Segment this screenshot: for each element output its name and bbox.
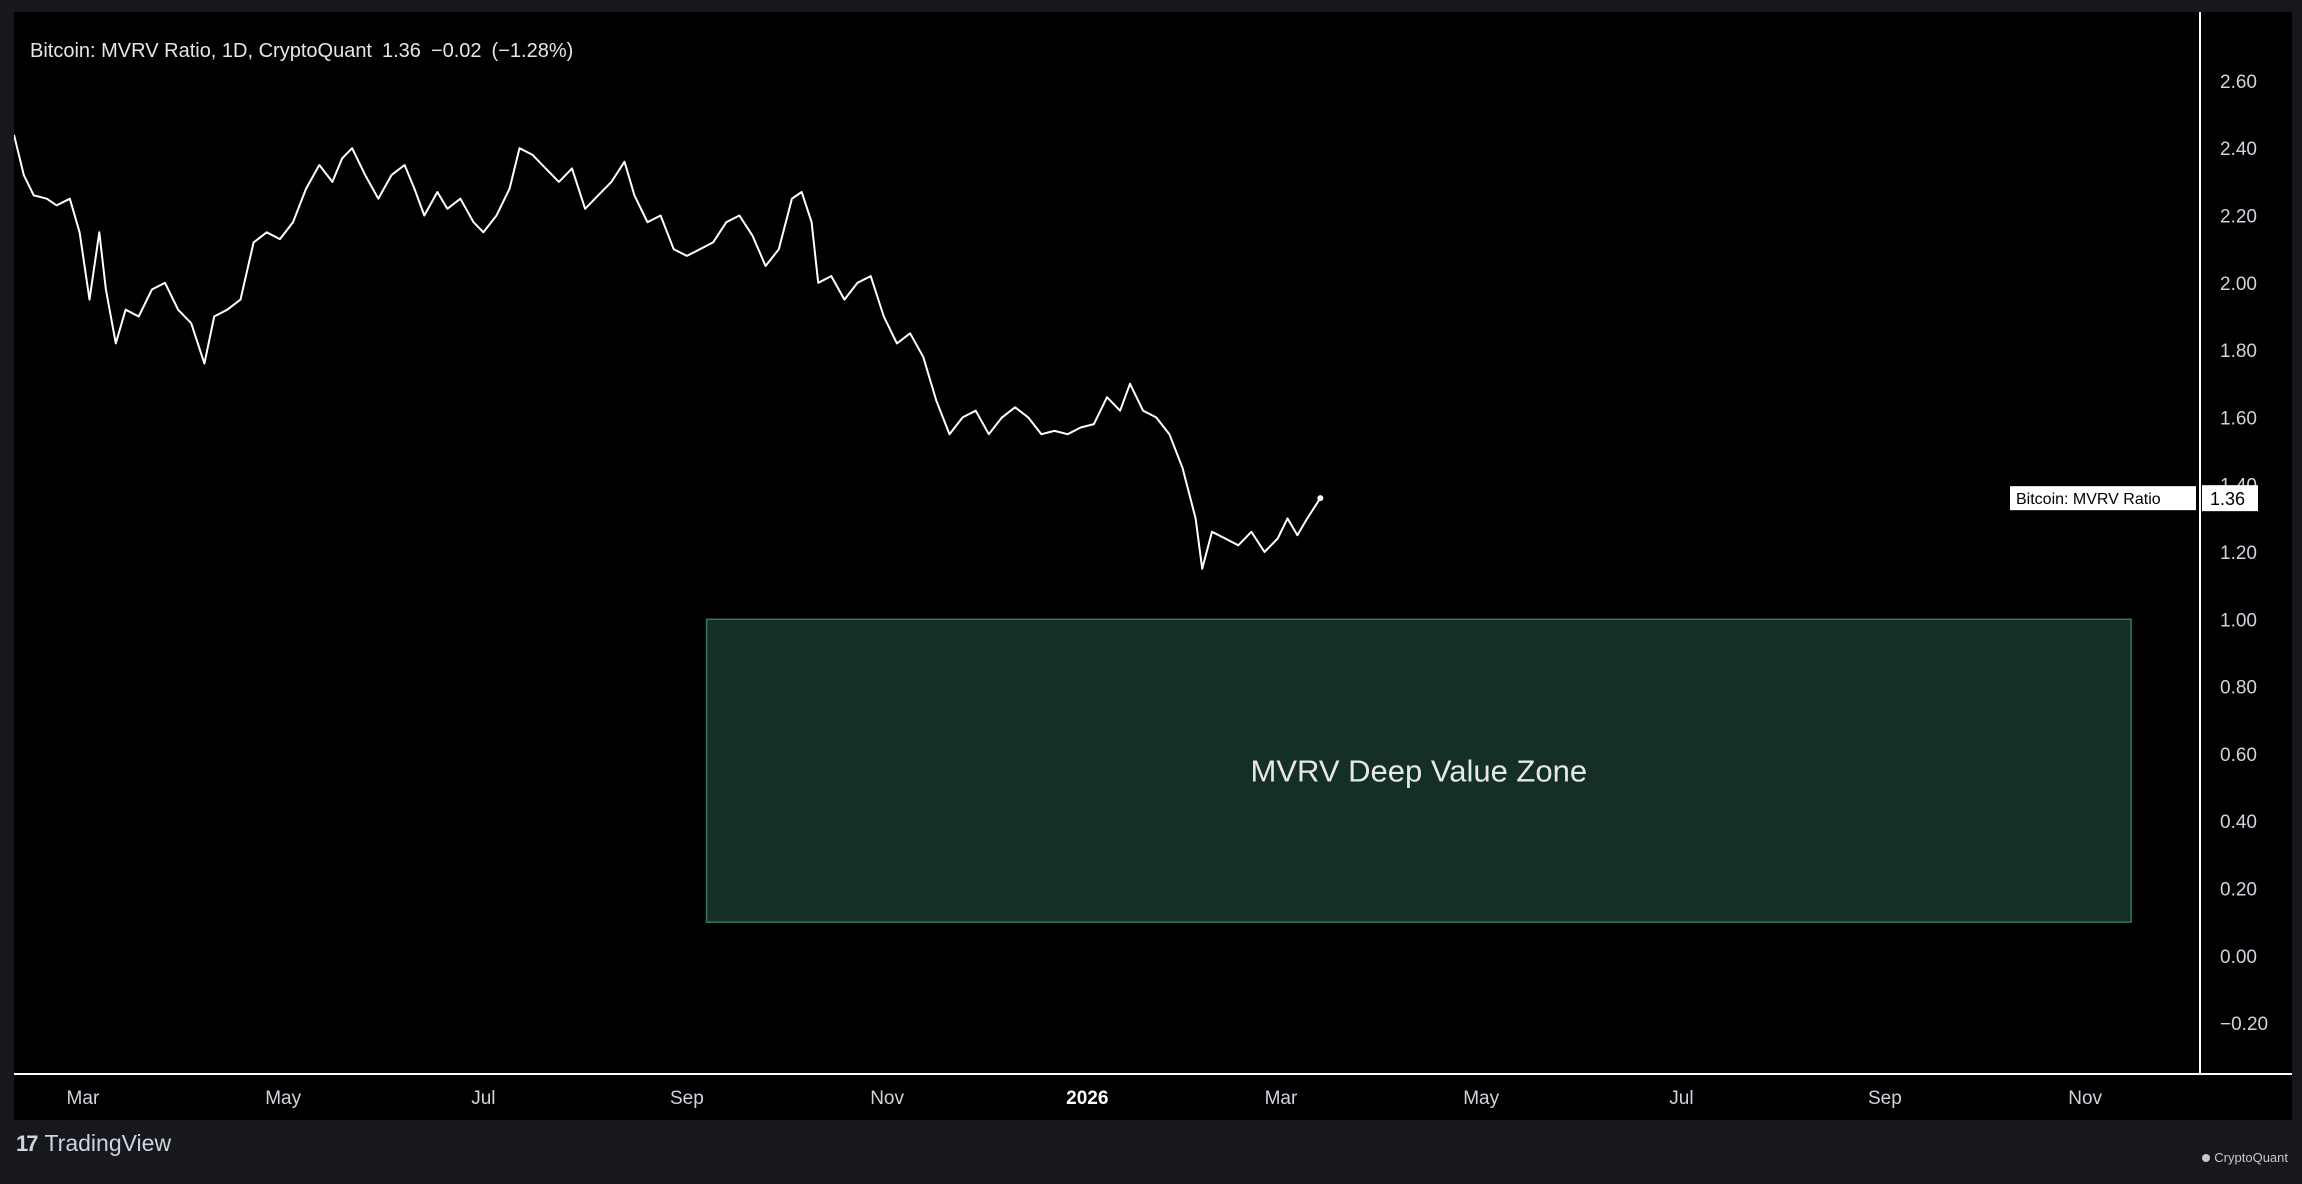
y-tick-label: 0.60 <box>2220 745 2257 766</box>
y-tick-label: 0.80 <box>2220 678 2257 699</box>
price-label-value-box <box>2202 485 2258 512</box>
y-tick-label: 1.00 <box>2220 610 2257 631</box>
chart-frame: MVRV Deep Value Zone 2.60 2.40 2.20 2.00 1.80… <box>14 12 2292 1120</box>
legend-series-title: Bitcoin: MVRV Ratio, 1D, CryptoQuant <box>30 40 372 62</box>
chart-legend: Bitcoin: MVRV Ratio, 1D, CryptoQuant 1.36… <box>30 40 583 63</box>
legend-change-pct: (−1.28%) <box>491 40 574 62</box>
price-label-value: 1.36 <box>2210 489 2245 509</box>
y-tick-label: 2.60 <box>2220 72 2257 93</box>
legend-change: −0.02 <box>430 40 482 62</box>
y-tick-label: 0.20 <box>2220 879 2257 900</box>
x-tick-label: 2026 <box>1066 1088 1108 1109</box>
x-tick-label: Jul <box>1669 1088 1693 1109</box>
y-tick-label: −0.20 <box>2220 1014 2268 1035</box>
x-tick-label: May <box>1463 1088 1499 1109</box>
mvrv-series-line <box>14 134 1322 570</box>
cryptoquant-branding: CryptoQuant <box>2202 1150 2288 1165</box>
y-tick-label: 2.00 <box>2220 274 2257 295</box>
y-tick-label: 0.40 <box>2220 812 2257 833</box>
deep-value-zone-rect <box>705 618 2132 923</box>
price-label-name-box <box>2010 486 2196 511</box>
x-tick-label: Jul <box>471 1088 495 1109</box>
price-label-name: Bitcoin: MVRV Ratio <box>2016 491 2161 508</box>
x-tick-label: Mar <box>67 1088 100 1109</box>
chart-canvas[interactable]: MVRV Deep Value Zone 2.60 2.40 2.20 2.00 1.80… <box>14 12 2292 1120</box>
y-tick-label: 0.00 <box>2220 947 2257 968</box>
cryptoquant-logo-icon <box>2202 1153 2211 1162</box>
y-tick-label: 1.60 <box>2220 408 2257 429</box>
mvrv-last-point <box>1317 495 1324 502</box>
x-tick-label: Sep <box>670 1088 704 1109</box>
x-tick-label: Nov <box>870 1088 904 1109</box>
y-tick-label: 2.40 <box>2220 139 2257 160</box>
tradingview-logo-icon: 17 <box>16 1130 39 1156</box>
x-tick-label: May <box>265 1088 301 1109</box>
legend-last-value: 1.36 <box>382 40 421 62</box>
y-tick-label: 1.80 <box>2220 341 2257 362</box>
tradingview-label: TradingView <box>44 1130 172 1156</box>
cryptoquant-label: CryptoQuant <box>2214 1150 2288 1165</box>
tradingview-branding[interactable]: 17 TradingView <box>16 1130 171 1157</box>
x-tick-label: Nov <box>2068 1088 2102 1109</box>
deep-value-zone-label: MVRV Deep Value Zone <box>1251 754 1588 789</box>
y-tick-label: 2.20 <box>2220 207 2257 228</box>
x-tick-label: Sep <box>1868 1088 1902 1109</box>
x-tick-label: Mar <box>1265 1088 1298 1109</box>
y-tick-label: 1.20 <box>2220 543 2257 564</box>
